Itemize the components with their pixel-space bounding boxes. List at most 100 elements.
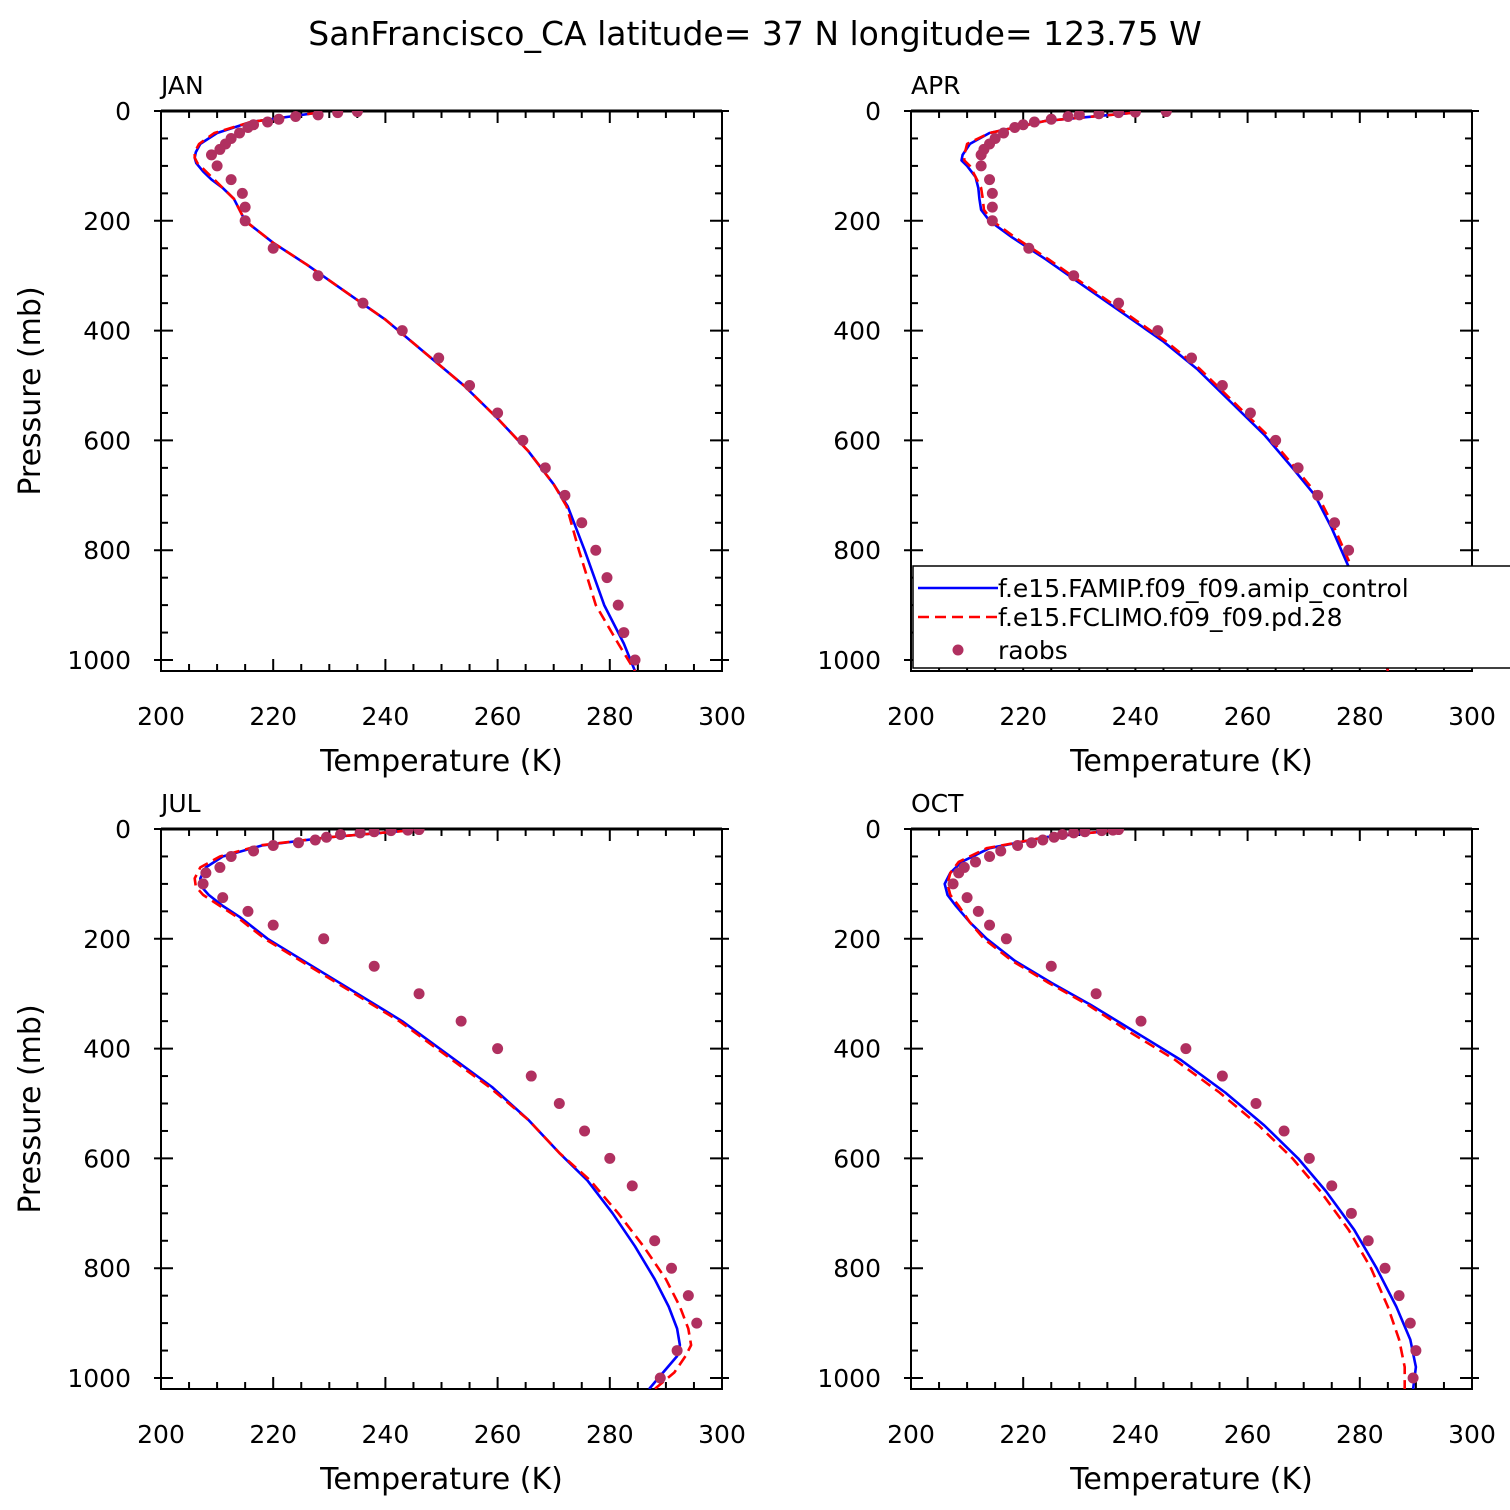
y-tick-label: 200	[83, 207, 131, 236]
raobs-point	[1329, 517, 1341, 529]
raobs-point	[1012, 839, 1024, 851]
x-tick-label: 240	[1112, 1420, 1160, 1449]
panel-label: APR	[911, 71, 961, 100]
y-tick-label: 1000	[817, 646, 881, 675]
raobs-point	[1045, 960, 1057, 972]
raobs-point	[1270, 434, 1282, 446]
y-tick-label: 200	[833, 925, 881, 954]
y-tick-label: 200	[833, 207, 881, 236]
raobs-point	[385, 829, 397, 837]
y-tick-label: 600	[83, 426, 131, 455]
raobs-point	[1292, 462, 1304, 474]
x-tick-label: 280	[1336, 1420, 1384, 1449]
raobs-point	[335, 829, 347, 840]
raobs-point	[225, 174, 237, 186]
raobs-point	[671, 1345, 683, 1357]
raobs-point	[1073, 111, 1085, 121]
raobs-point	[413, 988, 425, 1000]
amip-control-line	[193, 111, 637, 671]
raobs-point	[629, 654, 641, 666]
raobs-point	[214, 143, 226, 155]
x-tick-label: 260	[474, 1420, 522, 1449]
x-tick-label: 200	[137, 702, 185, 731]
raobs-point	[492, 1043, 504, 1055]
raobs-point	[666, 1262, 678, 1274]
raobs-point	[691, 1317, 703, 1329]
x-tick-label: 260	[1224, 1420, 1272, 1449]
pd28-line	[193, 829, 693, 1389]
x-tick-label: 280	[586, 702, 634, 731]
x-tick-label: 280	[586, 1420, 634, 1449]
x-tick-label: 260	[474, 702, 522, 731]
x-tick-label: 300	[1448, 1420, 1496, 1449]
raobs-point	[292, 837, 304, 849]
raobs-point	[1244, 407, 1256, 419]
panel-jul: 200 220 240 260 280 300 0 200 400 600 800 1000 JUL Te…	[13, 789, 746, 1497]
raobs-point	[1028, 116, 1040, 128]
raobs-point	[464, 380, 476, 392]
raobs-point	[576, 517, 588, 529]
raobs-point	[961, 892, 973, 904]
raobs-point	[351, 111, 363, 118]
raobs-point	[1017, 119, 1029, 131]
raobs-point	[682, 1290, 694, 1302]
raobs-point	[1000, 933, 1012, 945]
raobs-point	[312, 111, 324, 121]
raobs-point	[604, 1152, 616, 1164]
raobs-point	[1135, 1015, 1147, 1027]
raobs-point	[612, 599, 624, 611]
raobs-point	[1345, 1207, 1357, 1219]
raobs-point	[318, 933, 330, 945]
pd28-line	[963, 111, 1390, 671]
raobs-point	[1152, 325, 1164, 337]
raobs-point	[1068, 829, 1080, 839]
raobs-point	[1113, 297, 1125, 309]
raobs-point	[1216, 1070, 1228, 1082]
plot-area	[960, 111, 1397, 671]
raobs-point	[1023, 242, 1035, 254]
raobs-point	[267, 839, 279, 851]
raobs-point	[242, 121, 254, 133]
legend-box	[912, 565, 1510, 669]
y-tick-label: 0	[115, 97, 131, 126]
raobs-point	[539, 462, 551, 474]
raobs-point	[975, 160, 987, 172]
raobs-point	[1107, 829, 1119, 836]
raobs-point	[402, 829, 414, 836]
raobs-point	[239, 215, 251, 227]
amip-control-line	[960, 111, 1390, 671]
x-axis-label: Temperature (K)	[1069, 1462, 1313, 1497]
raobs-point	[986, 215, 998, 227]
raobs-point	[1303, 1152, 1315, 1164]
y-tick-label: 800	[83, 1254, 131, 1283]
amip-control-line	[943, 829, 1418, 1389]
raobs-point	[273, 113, 285, 125]
figure-title: SanFrancisco_CA latitude= 37 N longitude…	[308, 14, 1201, 53]
raobs-point	[239, 201, 251, 213]
legend: f.e15.FAMIP.f09_f09.amip_controlf.e15.FC…	[912, 565, 1510, 669]
raobs-point	[1393, 1290, 1405, 1302]
raobs-point	[553, 1098, 565, 1110]
plot-area	[193, 111, 641, 671]
panel-apr: 200 220 240 260 280 300 0 200 400 600 800 1000 APR Te…	[817, 71, 1510, 779]
raobs-point	[1186, 352, 1197, 364]
raobs-point	[984, 919, 996, 931]
raobs-point	[1026, 837, 1038, 849]
raobs-point	[986, 201, 998, 213]
raobs-point	[234, 127, 246, 139]
pd28-line	[946, 829, 1406, 1389]
raobs-point	[998, 127, 1010, 139]
raobs-point	[1362, 1235, 1374, 1247]
raobs-point	[1079, 829, 1091, 838]
raobs-point	[626, 1180, 638, 1192]
raobs-point	[618, 627, 630, 639]
raobs-point	[1410, 1345, 1422, 1357]
raobs-point	[1312, 489, 1324, 501]
raobs-point	[200, 867, 212, 879]
legend-label: f.e15.FAMIP.f09_f09.amip_control	[998, 574, 1409, 603]
raobs-point	[492, 407, 504, 419]
x-tick-label: 240	[362, 1420, 410, 1449]
panel-label: OCT	[911, 789, 964, 818]
x-tick-label: 300	[698, 1420, 746, 1449]
